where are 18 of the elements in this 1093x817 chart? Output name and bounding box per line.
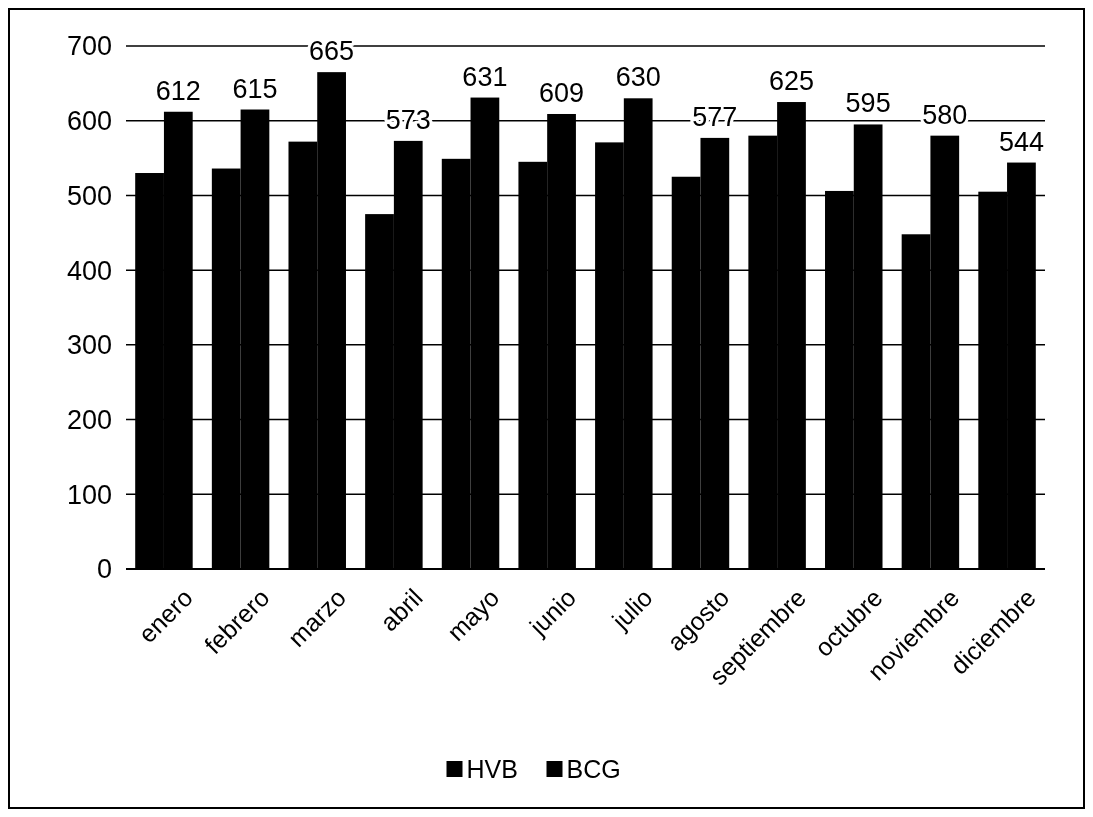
data-label: 544 — [998, 126, 1044, 157]
y-tick-label: 200 — [66, 405, 112, 436]
data-label: 631 — [462, 61, 508, 92]
y-tick-label: 0 — [96, 554, 112, 585]
data-label: 609 — [539, 77, 585, 108]
y-tick-label: 100 — [66, 479, 112, 510]
data-label: 595 — [845, 88, 891, 119]
data-label: 612 — [155, 75, 201, 106]
data-label: 615 — [232, 73, 278, 104]
legend-label: BCG — [566, 754, 621, 783]
legend-label: HVB — [466, 754, 518, 783]
y-tick-label: 600 — [66, 106, 112, 137]
data-label: 630 — [615, 62, 661, 93]
y-tick-label: 300 — [66, 330, 112, 361]
y-tick-label: 700 — [66, 31, 112, 62]
data-label: 625 — [768, 66, 815, 97]
y-tick-label: 400 — [66, 255, 112, 286]
y-tick-label: 500 — [66, 180, 112, 211]
